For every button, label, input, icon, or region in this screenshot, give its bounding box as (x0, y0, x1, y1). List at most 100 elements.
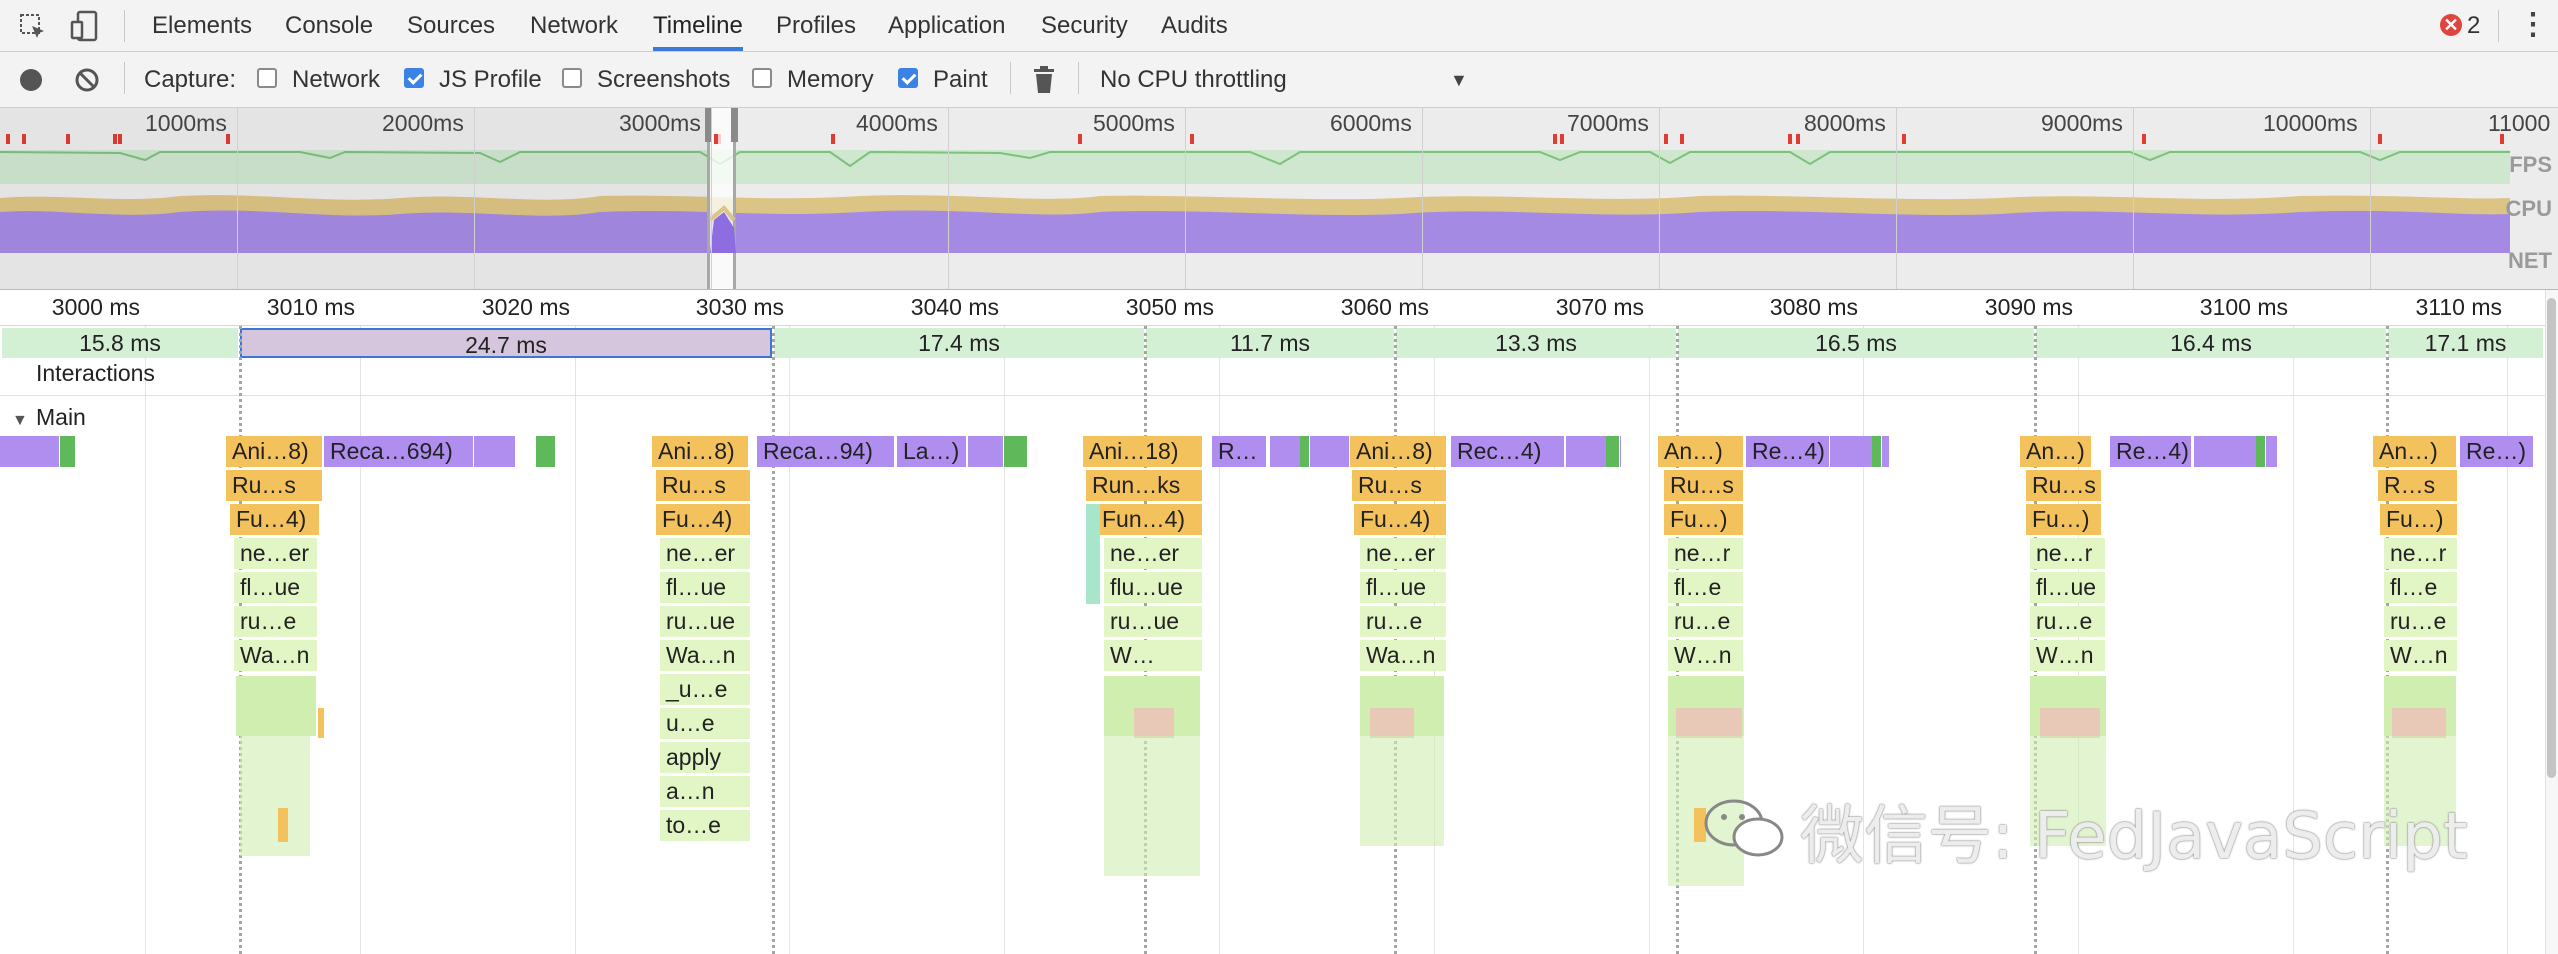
flame-js-frame[interactable]: ru…ue (660, 606, 751, 637)
frame-bar[interactable]: 11.7 ms (1146, 328, 1394, 358)
flame-paint-block[interactable] (1004, 436, 1028, 467)
flame-js-frame[interactable]: W…n (1668, 640, 1744, 671)
flame-recalc-style[interactable]: Re…) (2460, 436, 2534, 467)
tab-audits[interactable]: Audits (1161, 12, 1228, 39)
flame-js-frame[interactable]: Wa…n (234, 640, 318, 671)
flame-animation-frame[interactable]: Ani…8) (652, 436, 749, 467)
expand-triangle-icon[interactable]: ▼ (12, 412, 28, 429)
flame-js-frame[interactable]: ne…er (1360, 538, 1447, 569)
flame-paint-block[interactable] (536, 436, 556, 467)
flame-js-frame[interactable]: W… (1104, 640, 1203, 671)
scrollbar-thumb[interactable] (2547, 298, 2556, 778)
error-icon[interactable]: ✕ (2440, 14, 2462, 36)
flame-js-frame[interactable]: ne…r (1668, 538, 1744, 569)
flame-js-frame[interactable]: ne…er (660, 538, 751, 569)
flame-function-call[interactable]: Fu…4) (656, 504, 751, 535)
flame-recalc-style[interactable]: Re…4) (1746, 436, 1830, 467)
clear-icon[interactable] (74, 67, 100, 93)
js-profile-checkbox[interactable] (404, 68, 424, 88)
flame-animation-frame[interactable]: Ani…8) (1350, 436, 1447, 467)
frame-bar[interactable]: 17.4 ms (774, 328, 1144, 358)
flame-js-frame[interactable]: W…n (2384, 640, 2458, 671)
flame-run-microtasks[interactable]: Ru…s (1352, 470, 1447, 501)
paint-label[interactable]: Paint (933, 66, 988, 93)
flame-js-frame[interactable]: ru…e (1668, 606, 1744, 637)
flame-recalc-style[interactable]: Reca…694) (324, 436, 474, 467)
flame-paint-block[interactable] (60, 436, 76, 467)
flame-run-microtasks[interactable]: Ru…s (1664, 470, 1744, 501)
flame-js-frame[interactable]: ru…ue (1104, 606, 1203, 637)
memory-label[interactable]: Memory (787, 66, 874, 93)
flame-run-microtasks[interactable]: Ru…s (226, 470, 323, 501)
flame-js-frame[interactable]: Wa…n (660, 640, 751, 671)
flame-paint-block[interactable] (1300, 436, 1310, 467)
frame-bar[interactable]: 17.1 ms (2388, 328, 2543, 358)
memory-checkbox[interactable] (752, 68, 772, 88)
flame-js-frame[interactable]: _u…e (660, 674, 751, 705)
timeline-overview[interactable]: 1000ms 2000ms 3000ms 4000ms 5000ms 6000m… (0, 108, 2558, 290)
garbage-collect-icon[interactable] (1032, 65, 1056, 95)
flame-js-frame[interactable]: u…e (660, 708, 751, 739)
flame-js-frame[interactable]: fl…e (1668, 572, 1744, 603)
flame-paint-block[interactable] (2256, 436, 2266, 467)
flame-js-frame[interactable]: fl…ue (660, 572, 751, 603)
flame-js-frame[interactable]: ne…r (2384, 538, 2458, 569)
flame-chart[interactable]: Ani…8) Reca…694) Ru…s Fu…4) ne…er fl…ue … (0, 432, 2545, 954)
flame-js-frame[interactable]: a…n (660, 776, 751, 807)
flame-function-call[interactable]: Fun…4) (1096, 504, 1203, 535)
flame-recalc-style[interactable]: Re…4) (2110, 436, 2192, 467)
screenshots-label[interactable]: Screenshots (597, 66, 731, 93)
screenshots-checkbox[interactable] (562, 68, 582, 88)
flame-run-microtasks[interactable]: Ru…s (2026, 470, 2102, 501)
flame-js-frame[interactable]: ru…e (234, 606, 318, 637)
flame-function-call[interactable]: Fu…) (2026, 504, 2102, 535)
record-button[interactable] (20, 69, 42, 91)
flame-function-call[interactable]: Fu…4) (230, 504, 320, 535)
interactions-label[interactable]: Interactions (36, 360, 155, 386)
flame-recalc-style[interactable]: R… (1212, 436, 1267, 467)
tab-application[interactable]: Application (888, 12, 1006, 39)
tab-sources[interactable]: Sources (407, 12, 496, 39)
tab-console[interactable]: Console (285, 12, 374, 39)
flame-js-frame[interactable]: ru…e (1360, 606, 1447, 637)
chevron-down-icon[interactable]: ▼ (1450, 70, 1468, 90)
frame-bar[interactable]: 15.8 ms (2, 328, 238, 358)
flame-js-frame[interactable]: ne…er (1104, 538, 1203, 569)
cpu-throttling-select[interactable]: No CPU throttling (1100, 66, 1287, 93)
flame-animation-frame[interactable]: Ani…18) (1083, 436, 1203, 467)
flame-js-frame[interactable]: W…n (2030, 640, 2106, 671)
flame-run-microtasks[interactable]: Ru…s (656, 470, 751, 501)
tab-network[interactable]: Network (530, 12, 619, 39)
flame-paint-block[interactable] (1872, 436, 1882, 467)
more-options-icon[interactable]: ⋮ (2518, 8, 2548, 41)
error-count[interactable]: 2 (2467, 12, 2481, 39)
flame-recalc-style[interactable]: Reca…94) (757, 436, 895, 467)
tab-timeline[interactable]: Timeline (653, 0, 743, 51)
flame-js-frame[interactable]: Wa…n (1360, 640, 1447, 671)
flame-js-frame[interactable]: ru…e (2030, 606, 2106, 637)
flame-js-frame[interactable]: fl…ue (234, 572, 318, 603)
flame-recalc-style[interactable]: Rec…4) (1451, 436, 1565, 467)
flame-js-frame[interactable]: ne…er (234, 538, 318, 569)
tab-profiles[interactable]: Profiles (776, 12, 857, 39)
flame-layout[interactable]: La…) (897, 436, 967, 467)
flame-js-frame[interactable]: to…e (660, 810, 751, 841)
flame-run-microtasks[interactable]: Run…ks (1086, 470, 1203, 501)
flame-function-call[interactable]: Fu…) (2380, 504, 2458, 535)
flame-animation-frame[interactable]: An…) (1658, 436, 1744, 467)
flame-rendering-block[interactable] (0, 436, 60, 467)
flame-rendering-block[interactable] (1270, 436, 1350, 467)
flame-js-frame[interactable]: ne…r (2030, 538, 2106, 569)
inspect-element-icon[interactable] (18, 12, 48, 42)
flame-paint-block[interactable] (1606, 436, 1620, 467)
flame-rendering-block[interactable] (474, 436, 516, 467)
flame-function-call[interactable]: Fu…) (1664, 504, 1744, 535)
flame-js-frame[interactable]: fl…ue (2030, 572, 2106, 603)
frame-bar[interactable]: 16.4 ms (2036, 328, 2386, 358)
tab-elements[interactable]: Elements (152, 12, 253, 39)
flame-js-frame[interactable]: flu…ue (1104, 572, 1203, 603)
flame-js-frame[interactable]: fl…ue (1360, 572, 1447, 603)
flame-js-frame[interactable]: apply (660, 742, 751, 773)
flame-run-microtasks[interactable]: R…s (2378, 470, 2458, 501)
flame-js-frame[interactable]: ru…e (2384, 606, 2458, 637)
